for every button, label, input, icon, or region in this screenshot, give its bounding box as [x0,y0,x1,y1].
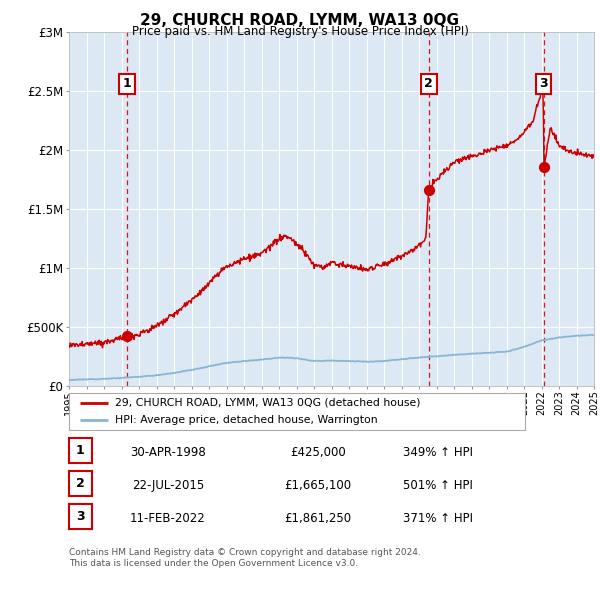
Text: Price paid vs. HM Land Registry's House Price Index (HPI): Price paid vs. HM Land Registry's House … [131,25,469,38]
Text: £1,665,100: £1,665,100 [284,479,352,492]
Text: 3: 3 [76,510,85,523]
Text: Contains HM Land Registry data © Crown copyright and database right 2024.
This d: Contains HM Land Registry data © Crown c… [69,548,421,568]
Text: 29, CHURCH ROAD, LYMM, WA13 0QG: 29, CHURCH ROAD, LYMM, WA13 0QG [140,13,460,28]
Text: 349% ↑ HPI: 349% ↑ HPI [403,446,473,459]
Point [122,332,132,341]
Text: 3: 3 [539,77,548,90]
Text: 22-JUL-2015: 22-JUL-2015 [132,479,204,492]
Point [539,162,548,172]
Point [424,185,433,195]
Text: 2: 2 [76,477,85,490]
Text: 29, CHURCH ROAD, LYMM, WA13 0QG (detached house): 29, CHURCH ROAD, LYMM, WA13 0QG (detache… [115,398,420,408]
Text: £1,861,250: £1,861,250 [284,512,352,525]
Text: £425,000: £425,000 [290,446,346,459]
Text: 501% ↑ HPI: 501% ↑ HPI [403,479,473,492]
Text: 1: 1 [76,444,85,457]
Text: HPI: Average price, detached house, Warrington: HPI: Average price, detached house, Warr… [115,415,377,425]
Text: 2: 2 [424,77,433,90]
Text: 1: 1 [123,77,131,90]
Text: 11-FEB-2022: 11-FEB-2022 [130,512,206,525]
Text: 30-APR-1998: 30-APR-1998 [130,446,206,459]
Text: 371% ↑ HPI: 371% ↑ HPI [403,512,473,525]
